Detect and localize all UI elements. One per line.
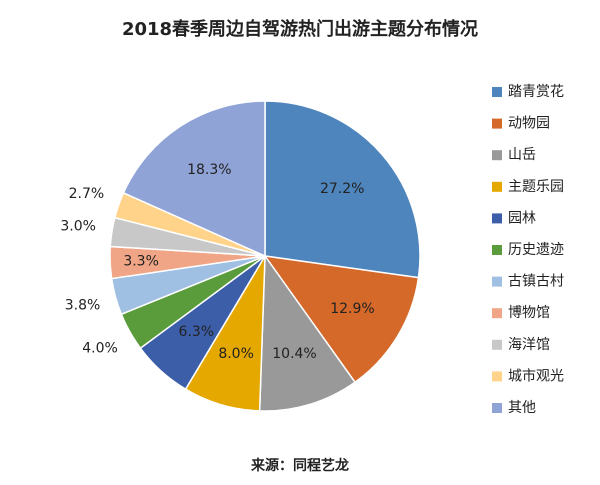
value-label: 12.9%	[330, 301, 374, 317]
pie-slice	[122, 100, 266, 258]
value-label: 3.3%	[123, 253, 159, 269]
value-label: 3.0%	[60, 219, 96, 235]
value-label: 27.2%	[320, 181, 364, 197]
legend-label: 踏青赏花	[508, 84, 564, 100]
legend-label: 历史遗迹	[508, 242, 564, 258]
legend-label: 动物园	[508, 116, 550, 132]
value-label: 3.8%	[65, 298, 101, 314]
legend-label: 山岳	[508, 147, 536, 163]
chart-title: 2018春季周边自驾游热门出游主题分布情况	[122, 18, 478, 40]
legend-swatch	[492, 371, 502, 382]
legend-label: 其他	[508, 400, 536, 416]
pie-slice	[263, 255, 420, 384]
legend-swatch	[492, 276, 502, 287]
legend-label: 古镇古村	[508, 274, 564, 290]
source-note: 来源：同程艺龙	[250, 457, 349, 474]
legend-swatch	[492, 308, 502, 319]
legend-label: 城市观光	[508, 367, 564, 384]
legend-swatch	[492, 181, 502, 192]
legend-label: 主题乐园	[508, 179, 564, 195]
legend-label: 海洋馆	[508, 337, 550, 353]
pie-slice	[258, 253, 357, 412]
value-label: 18.3%	[187, 162, 231, 178]
value-label: 2.7%	[69, 186, 105, 202]
legend-swatch	[492, 245, 502, 255]
value-label: 4.0%	[82, 340, 118, 356]
legend-label: 园林	[508, 210, 536, 226]
legend-swatch	[492, 213, 502, 224]
value-label: 10.4%	[272, 346, 316, 362]
value-label: 6.3%	[179, 324, 215, 340]
value-label: 8.0%	[218, 346, 254, 362]
legend-swatch	[492, 339, 502, 350]
legend-swatch	[492, 403, 502, 413]
legend-swatch	[492, 118, 502, 129]
pie-slice	[264, 100, 421, 279]
legend-label: 博物馆	[508, 304, 550, 321]
legend-swatch	[492, 87, 502, 97]
legend-swatch	[492, 150, 502, 161]
